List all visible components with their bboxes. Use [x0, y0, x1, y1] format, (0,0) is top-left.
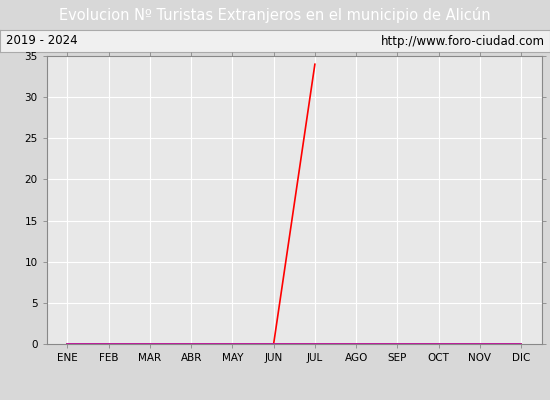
Text: http://www.foro-ciudad.com: http://www.foro-ciudad.com [381, 34, 544, 48]
Text: 2019 - 2024: 2019 - 2024 [6, 34, 77, 48]
Text: Evolucion Nº Turistas Extranjeros en el municipio de Alicún: Evolucion Nº Turistas Extranjeros en el … [59, 7, 491, 23]
